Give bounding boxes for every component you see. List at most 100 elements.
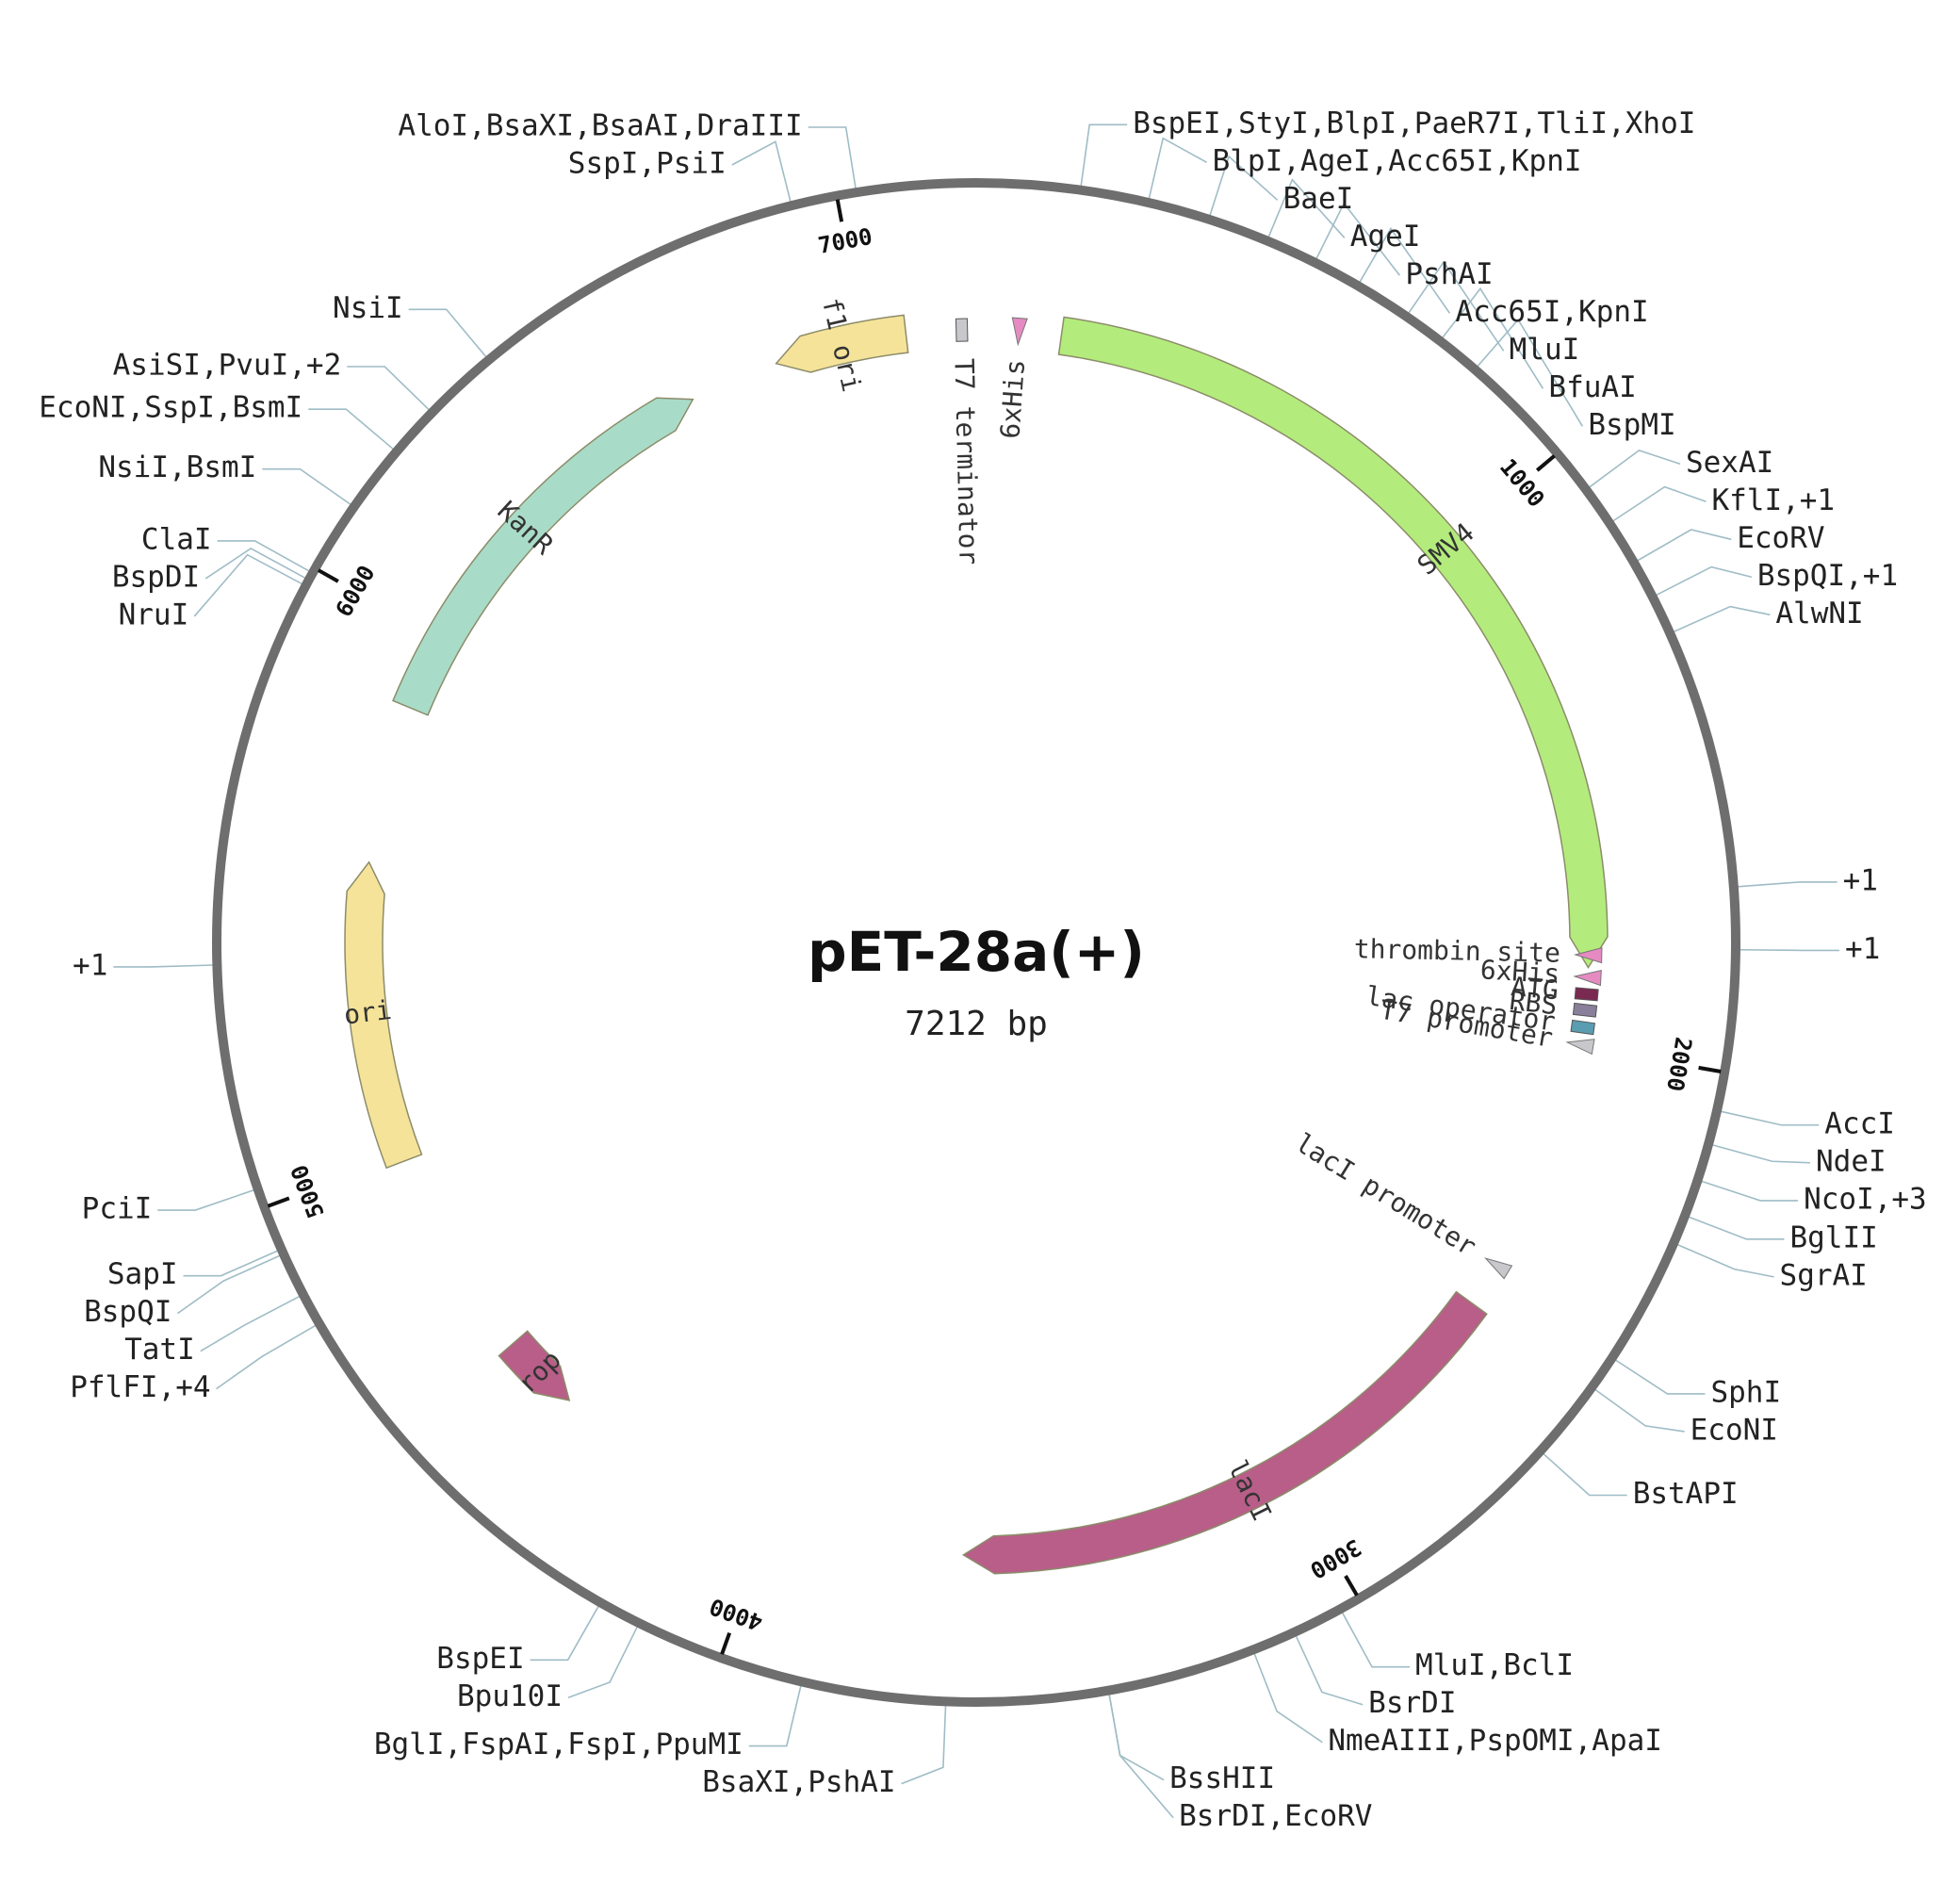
site-leader-line [217,540,310,572]
site-leader-line [808,126,857,189]
site-leader-line [1080,123,1128,187]
site-label-blpi-agei-acc65i-kpni: BlpI,AgeI,Acc65I,KpnI [1213,144,1582,178]
site-leader-line [1737,881,1838,888]
site-leader-line [1701,1180,1799,1202]
feature-atg: ATG [1510,971,1599,1006]
site-label-acc65i-kpni: Acc65I,KpnI [1455,295,1648,329]
feature-marker [1483,1257,1513,1280]
site-leader-line [1739,948,1839,952]
site-label-bglii: BglII [1789,1220,1877,1254]
site-leader-line [308,408,395,450]
site-label-sexai: SexAI [1686,446,1773,480]
site-label-aloi-bsaxi-bsaai-draiii: AloI,BsaXI,BsaAI,DraIII [398,108,802,142]
site-label-sphi: SphI [1710,1375,1781,1409]
feature-arrow [498,1330,571,1401]
site-label-sgrai: SgrAI [1780,1258,1868,1292]
site-leader-line [567,1626,639,1699]
plasmid-size: 7212 bp [905,1005,1048,1043]
site-label-pcii: PciI [82,1192,153,1226]
site-leader-line [1676,1243,1774,1278]
site-leader-line [113,964,214,968]
site-label-bspqi: BspQI [84,1295,172,1329]
feature-label: RBS [1508,985,1559,1021]
site-leader-line [1688,1216,1785,1240]
tick-mark [1698,1065,1722,1073]
feature-arrow [344,860,423,1170]
site-leader-line [530,1605,599,1662]
site-label-nmeaiii-pspomi-apai: NmeAIII,PspOMI,ApaI [1328,1724,1662,1758]
site-label-clai: ClaI [141,522,212,556]
site-label-bspqi-1: BspQI,+1 [1757,559,1898,593]
feature-label: lacI promoter [1290,1127,1482,1263]
feature-t7-terminator: T7 terminator [948,318,985,565]
tick-mark [267,1196,290,1208]
site-label-tati: TatI [124,1333,195,1367]
feature-box [1574,987,1599,1002]
site-label-nsii-bsmi: NsiI,BsmI [98,450,256,484]
feature-marker [1565,1039,1595,1056]
site-label-econi: EcoNI [1690,1413,1778,1447]
site-label-1: +1 [1845,932,1880,966]
feature-rbs: RBS [1508,985,1598,1021]
site-leader-line [1359,227,1451,314]
site-label-bpu10i: Bpu10I [457,1679,563,1713]
feature-laci-promoter: lacI promoter [1290,1127,1513,1280]
site-label-bstapi: BstAPI [1633,1477,1739,1511]
feature-thrombin-site: thrombin site [1353,933,1603,969]
feature-label: 6xHis [994,358,1031,439]
site-leader-line [1655,565,1753,597]
feature-6xhis: 6xHis [994,317,1031,440]
site-label-bgli-fspai-fspi-ppumi: BglI,FspAI,FspI,PpuMI [374,1728,743,1761]
tick-mark [317,568,339,583]
site-label-pflfi-4: PflFI,+4 [70,1370,210,1404]
tick-label: 4000 [706,1593,766,1636]
site-leader-line [1295,1635,1364,1706]
site-leader-line [1108,1694,1174,1819]
site-label-econi-sspi-bsmi: EcoNI,SspI,BsmI [39,391,302,425]
site-leader-line [1543,1452,1627,1497]
site-label-nrui: NruI [119,598,189,631]
feature-label: thrombin site [1353,933,1560,968]
site-label-mlui-bcli: MluI,BclI [1415,1648,1574,1682]
feature-laci: lacI [961,1290,1488,1575]
site-label-bsrdi: BsrDI [1368,1686,1456,1720]
plasmid-backbone-ring [212,178,1740,1707]
site-label-agei: AgeI [1350,220,1421,254]
site-leader-line [1637,529,1732,562]
site-leader-line [1315,202,1401,276]
site-leader-line [1442,287,1544,389]
feature-marker [1573,969,1602,987]
site-leader-line [176,1254,281,1315]
feature-label: 6xHis [1479,954,1560,990]
site-label-mlui: MluI [1510,333,1580,367]
tick-mark [835,199,844,222]
site-label-bsshii: BssHII [1169,1761,1275,1795]
site-leader-line [1477,318,1584,427]
site-label-pshai: PshAI [1405,257,1493,291]
tick-label: 2000 [1661,1035,1696,1093]
site-leader-line [408,308,487,358]
site-label-bfuai: BfuAI [1548,370,1636,404]
feature-arrow [775,314,909,373]
site-leader-line [1594,1388,1685,1433]
site-label-ndei: NdeI [1816,1144,1886,1178]
tick-label: 3000 [1305,1533,1365,1583]
feature-arrow [392,397,694,716]
site-label-ecorv: EcoRV [1737,521,1824,555]
site-label-alwni: AlwNI [1775,597,1863,631]
site-leader-line [1408,260,1505,352]
tick-label: 1000 [1494,453,1550,512]
site-label-nsii: NsiI [333,291,403,325]
site-label-bsaxi-pshai: BsaXI,PshAI [702,1765,895,1799]
site-leader-line [200,1295,301,1352]
site-leader-line [1209,155,1279,217]
site-leader-line [1267,178,1346,238]
site-label-bspei-styi-blpi-paer7i-tlii-xhoi: BspEI,StyI,BlpI,PaeR7I,TliI,XhoI [1133,106,1695,140]
tick-label: 6000 [331,561,381,621]
feature-marker [1574,946,1603,964]
plasmid-name: pET-28a(+) [808,920,1145,984]
site-label-1: +1 [1843,863,1878,897]
feature-f1-ori: f1 ori [775,295,909,395]
site-label-bspmi: BspMI [1588,408,1675,442]
site-leader-line [731,140,792,203]
